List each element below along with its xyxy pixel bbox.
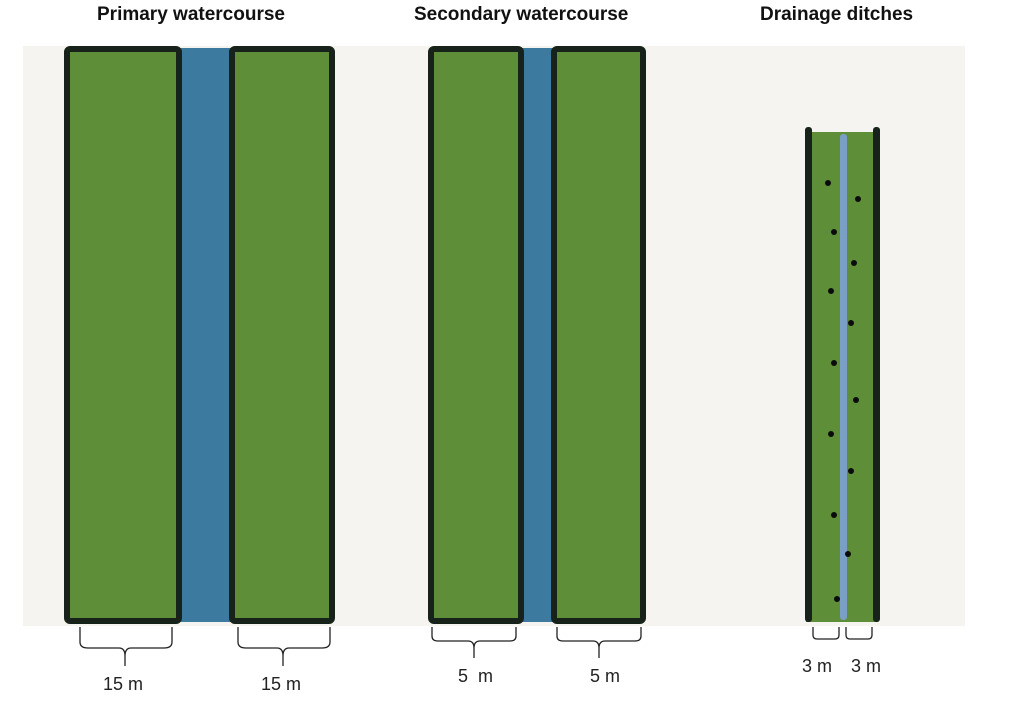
ditch-dot	[855, 196, 861, 202]
drainage-ditch-channel	[840, 134, 847, 620]
ditch-left-width-label: 3 m	[802, 656, 833, 676]
secondary-left-width-label: 5 m	[458, 666, 494, 686]
primary-right-width-label: 15 m	[261, 674, 302, 694]
secondary-left-width-brace	[431, 627, 517, 658]
ditch-dot	[828, 431, 834, 437]
ditch-right-width-label: 3 m	[851, 656, 882, 676]
ditch-dot	[831, 512, 837, 518]
secondary-right-width-label: 5 m	[590, 666, 621, 686]
ditch-dot	[845, 551, 851, 557]
ditch-dot	[853, 397, 859, 403]
ditch-dot	[831, 360, 837, 366]
secondary-right-width-brace	[556, 627, 642, 658]
primary-left-width-brace	[79, 627, 173, 666]
primary-right-width-brace	[237, 627, 331, 666]
primary-left-buffer-strip	[64, 46, 182, 624]
ditch-dot	[848, 320, 854, 326]
ditch-dot	[825, 180, 831, 186]
drainage-ditch-left-edge	[805, 127, 812, 622]
drainage-ditch-right-edge	[873, 127, 880, 622]
primary-right-buffer-strip	[229, 46, 335, 624]
ditch-left-width-brace	[812, 627, 840, 640]
secondary-left-buffer-strip	[428, 46, 524, 624]
ditch-dot	[831, 229, 837, 235]
ditch-dot	[848, 468, 854, 474]
secondary-right-buffer-strip	[551, 46, 646, 624]
primary-watercourse-channel	[176, 48, 236, 622]
primary-watercourse-title: Primary watercourse	[97, 4, 285, 25]
ditch-dot	[828, 288, 834, 294]
primary-left-width-label: 15 m	[103, 674, 144, 694]
ditch-dot	[851, 260, 857, 266]
ditch-dot	[834, 596, 840, 602]
secondary-watercourse-title: Secondary watercourse	[414, 4, 629, 25]
ditch-right-width-brace	[845, 627, 873, 640]
drainage-ditches-title: Drainage ditches	[760, 4, 914, 25]
